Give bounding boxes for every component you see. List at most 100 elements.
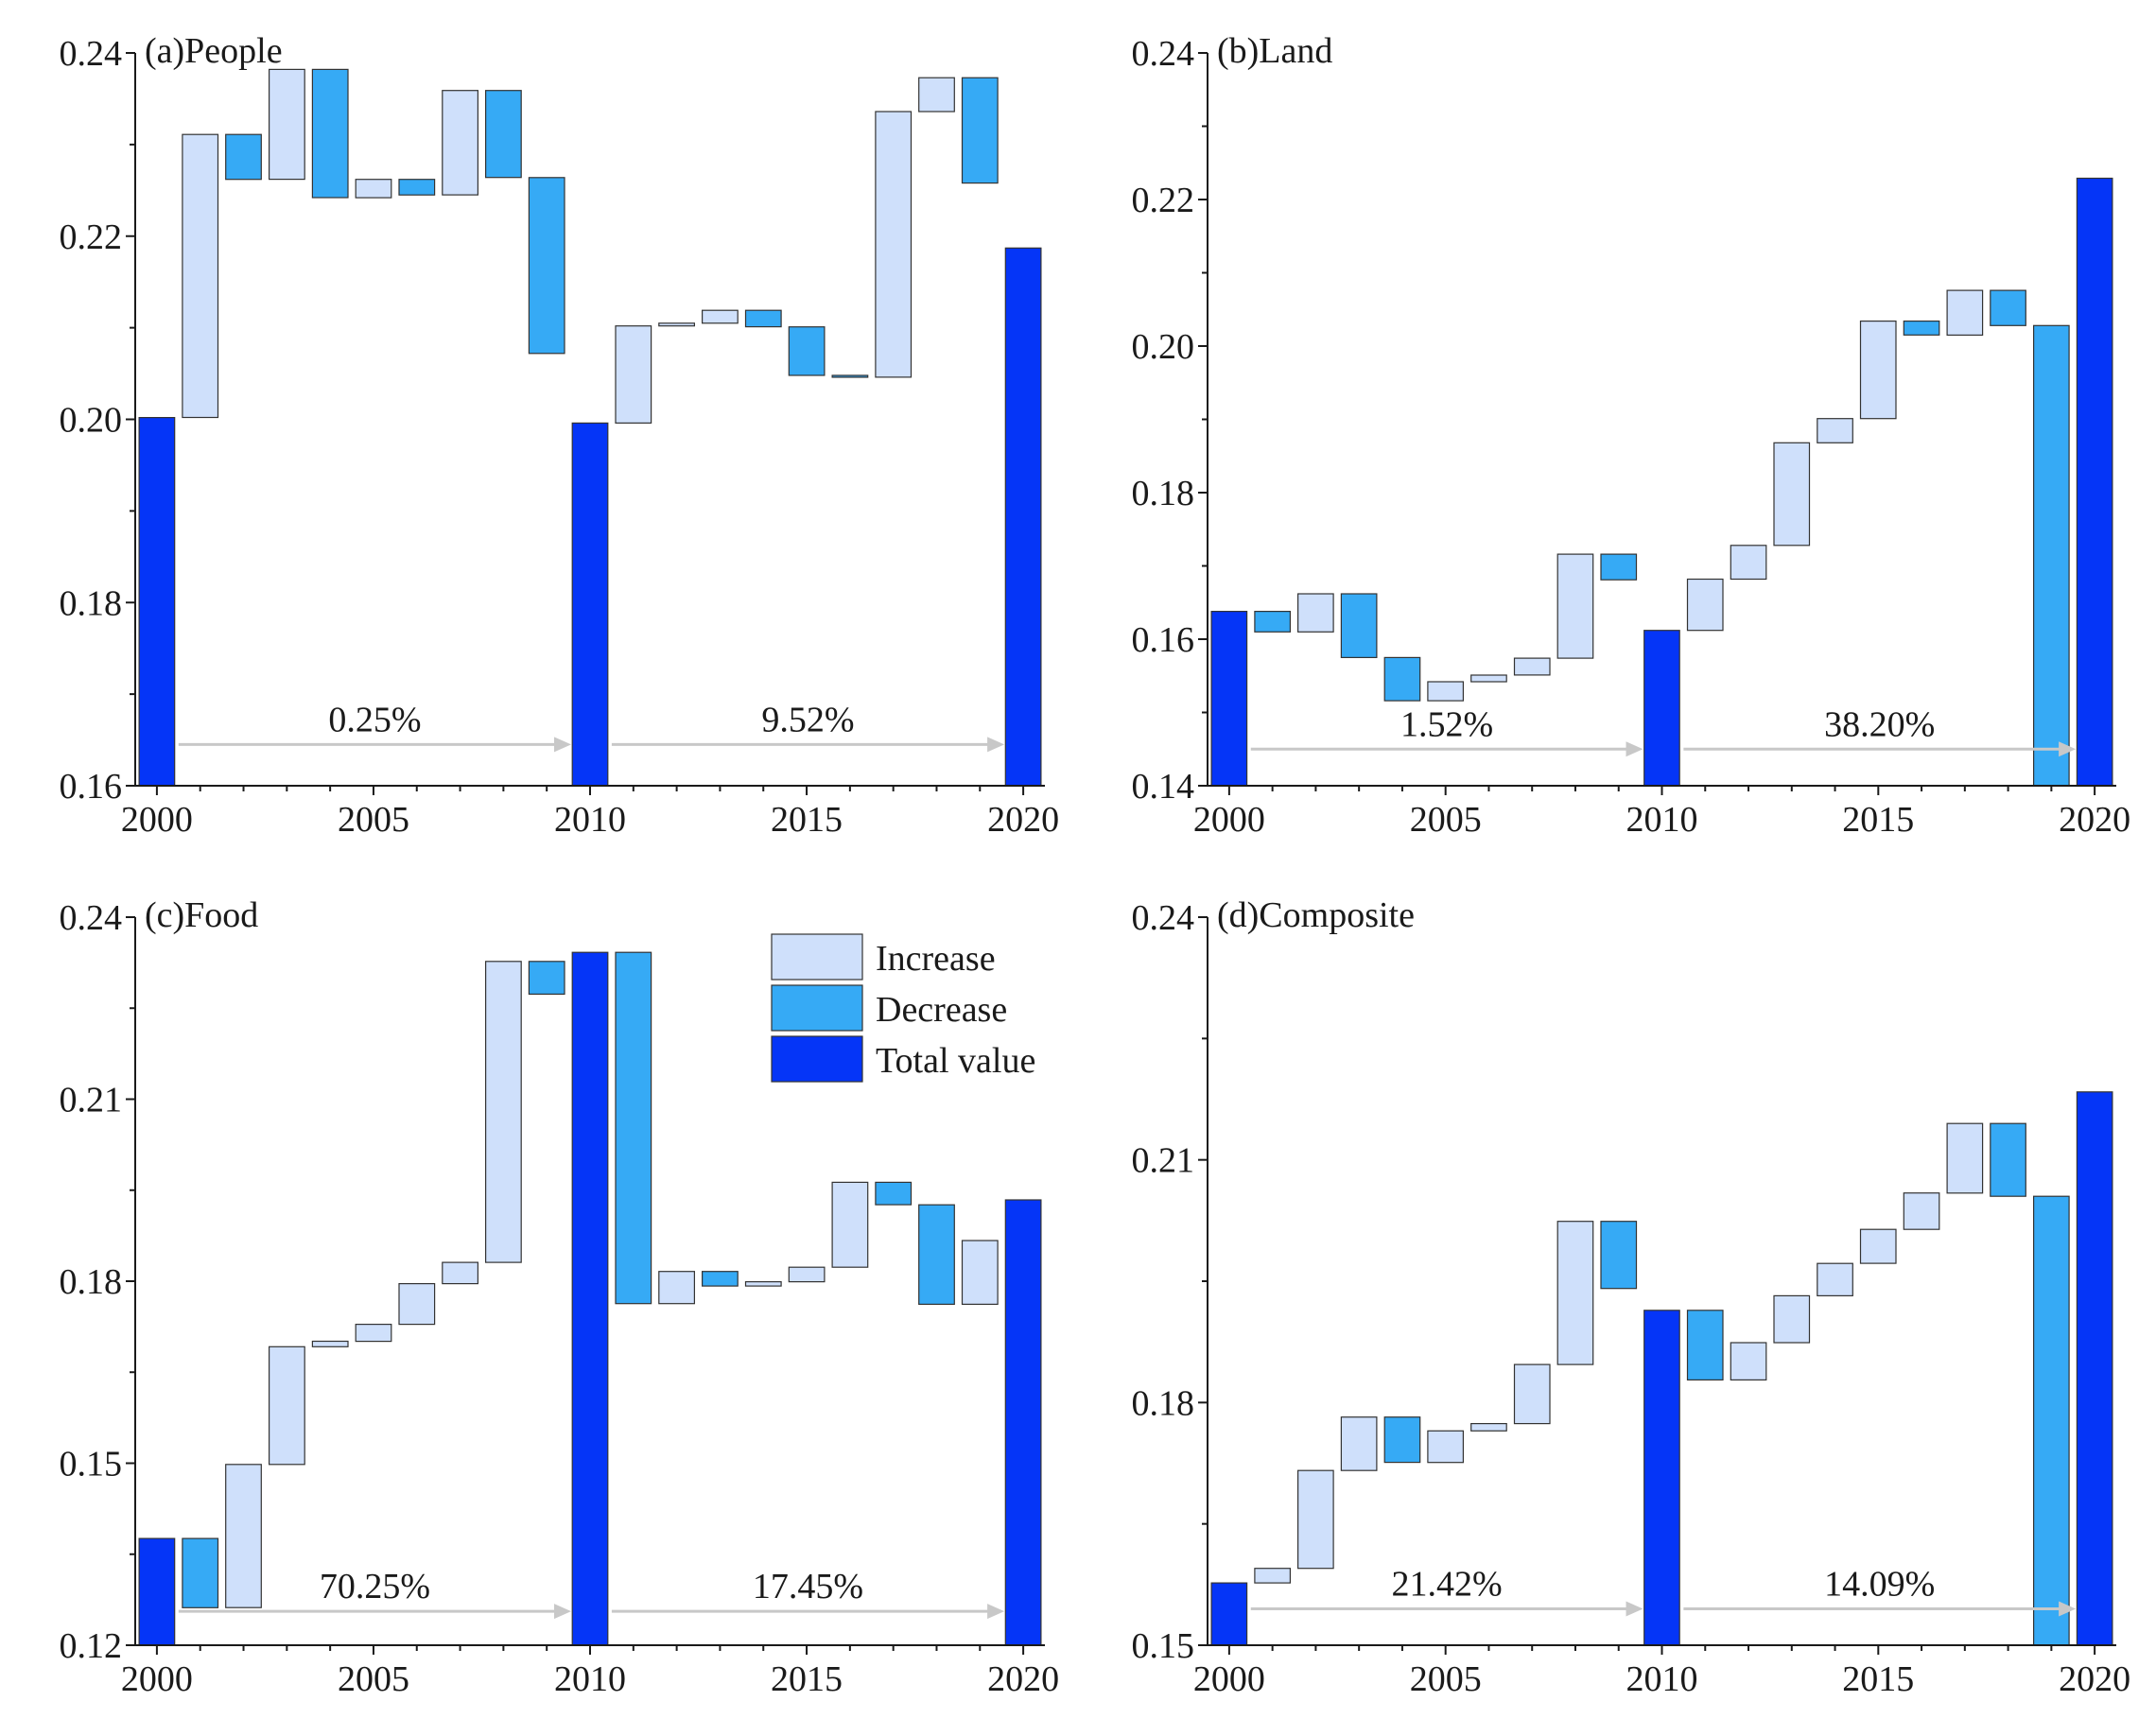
bar-total-2000 xyxy=(1210,1582,1248,1646)
bar-total-2020 xyxy=(2076,177,2113,787)
bar-increase-2005 xyxy=(355,1323,392,1343)
bar-increase-2005 xyxy=(1427,1430,1465,1464)
x-tick-label: 2000 xyxy=(121,800,193,840)
bar-total-2020 xyxy=(1004,247,1042,787)
bar-decrease-2016 xyxy=(1903,321,1940,336)
bar-increase-2008 xyxy=(484,961,522,1263)
bar-decrease-2004 xyxy=(1383,656,1421,702)
bar-increase-2001 xyxy=(1254,1568,1292,1584)
bar-increase-2014 xyxy=(1817,1262,1853,1296)
panel-land: 0.14 0.16 0.18 0.20 0.22 0.24 2000 2005 2010 2015… xyxy=(1132,31,2131,840)
bar-increase-2005 xyxy=(1427,681,1465,702)
bar-increase-2008 xyxy=(1556,553,1594,659)
growth-label: 9.52% xyxy=(761,700,854,739)
bar-decrease-2018 xyxy=(1990,289,2026,326)
legend-label-decrease: Decrease xyxy=(876,990,1007,1030)
bar-increase-2013 xyxy=(701,309,739,324)
x-tick-label: 2000 xyxy=(1193,800,1265,840)
y-tick-label: 0.14 xyxy=(1132,767,1195,807)
bar-total-2000 xyxy=(138,1537,176,1646)
growth-arrow-head xyxy=(1626,741,1643,757)
bar-increase-2013 xyxy=(1773,1294,1811,1344)
bar-decrease-2014 xyxy=(744,309,782,328)
bar-increase-2002 xyxy=(225,1464,262,1608)
growth-arrow-head xyxy=(1626,1601,1643,1617)
legend-swatch-increase xyxy=(771,933,863,981)
bar-total-2010 xyxy=(571,951,609,1646)
growth-arrow-head xyxy=(2059,741,2077,757)
bar-increase-2003 xyxy=(1340,1416,1378,1471)
bar-increase-2018 xyxy=(918,77,955,113)
growth-label: 0.25% xyxy=(328,700,421,739)
bar-increase-2016 xyxy=(831,1181,869,1268)
growth-label: 17.45% xyxy=(753,1567,863,1606)
bar-total-2000 xyxy=(138,417,176,787)
x-tick-label: 2020 xyxy=(2059,1659,2130,1699)
bar-increase-2001 xyxy=(182,133,219,419)
bar-increase-2019 xyxy=(961,1240,999,1306)
bar-increase-2012 xyxy=(1730,545,1767,581)
bar-increase-2006 xyxy=(1470,674,1507,683)
bar-increase-2006 xyxy=(398,1282,436,1326)
x-tick-label: 2005 xyxy=(1410,1659,1482,1699)
bar-increase-2011 xyxy=(615,325,652,425)
x-tick-label: 2015 xyxy=(1842,1659,1914,1699)
bar-increase-2015 xyxy=(1859,321,1897,420)
bar-total-2000 xyxy=(1210,610,1248,787)
y-tick-label: 0.18 xyxy=(1132,1383,1195,1423)
bar-increase-2002 xyxy=(1296,593,1334,633)
bar-increase-2015 xyxy=(1859,1228,1897,1264)
bar-decrease-2011 xyxy=(615,951,652,1305)
bar-decrease-2011 xyxy=(1686,1310,1724,1381)
bar-decrease-2013 xyxy=(701,1271,739,1287)
panel-composite: 0.15 0.18 0.21 0.24 2000 2005 2010 2015 2020 (d)C… xyxy=(1132,895,2131,1699)
growth-arrow-head xyxy=(2059,1601,2077,1617)
bar-decrease-2009 xyxy=(1600,553,1638,581)
bar-total-2010 xyxy=(1643,630,1680,787)
bar-increase-2016 xyxy=(1903,1192,1940,1230)
y-tick-label: 0.22 xyxy=(60,217,123,257)
bar-decrease-2019 xyxy=(2033,324,2070,787)
bar-decrease-2004 xyxy=(1383,1416,1421,1464)
growth-arrow-head xyxy=(987,1604,1005,1620)
growth-label: 1.52% xyxy=(1400,704,1493,744)
bar-increase-2015 xyxy=(788,1266,826,1283)
y-tick-label: 0.24 xyxy=(60,34,123,74)
y-tick-label: 0.12 xyxy=(60,1626,123,1666)
bar-decrease-2019 xyxy=(961,77,999,184)
x-tick-label: 2020 xyxy=(2059,800,2130,840)
bar-decrease-2018 xyxy=(918,1204,955,1305)
x-tick-label: 2020 xyxy=(987,1659,1059,1699)
bar-increase-2006 xyxy=(1470,1422,1507,1432)
bar-decrease-2018 xyxy=(1990,1122,2026,1197)
legend: Increase Decrease Total value xyxy=(771,933,1035,1083)
y-tick-label: 0.22 xyxy=(1132,181,1195,220)
bar-decrease-2001 xyxy=(1254,610,1292,633)
x-tick-label: 2015 xyxy=(1842,800,1914,840)
bar-decrease-2019 xyxy=(2033,1195,2070,1646)
bar-decrease-2006 xyxy=(398,179,436,196)
bar-increase-2005 xyxy=(355,179,392,199)
x-tick-label: 2015 xyxy=(771,800,843,840)
x-tick-label: 2005 xyxy=(1410,800,1482,840)
x-tick-label: 2010 xyxy=(554,800,626,840)
bar-decrease-2016 xyxy=(831,374,869,378)
bar-increase-2014 xyxy=(1817,418,1853,443)
bar-decrease-2009 xyxy=(528,961,565,995)
y-tick-label: 0.24 xyxy=(1132,34,1195,74)
y-tick-label: 0.24 xyxy=(1132,898,1195,938)
x-tick-label: 2000 xyxy=(121,1659,193,1699)
bar-decrease-2008 xyxy=(484,90,522,179)
legend-label-increase: Increase xyxy=(876,939,996,979)
bar-increase-2007 xyxy=(442,1261,478,1285)
x-tick-label: 2000 xyxy=(1193,1659,1265,1699)
bar-increase-2013 xyxy=(1773,442,1811,547)
legend-swatch-total xyxy=(771,1035,863,1083)
panel-food: 0.12 0.15 0.18 0.21 0.24 2000 2005 2010 2015 2020… xyxy=(60,895,1060,1699)
bar-decrease-2003 xyxy=(1340,593,1378,659)
bar-increase-2007 xyxy=(1513,1363,1551,1425)
bar-decrease-2009 xyxy=(1600,1221,1638,1290)
bar-increase-2004 xyxy=(311,1340,349,1347)
x-tick-label: 2020 xyxy=(987,800,1059,840)
